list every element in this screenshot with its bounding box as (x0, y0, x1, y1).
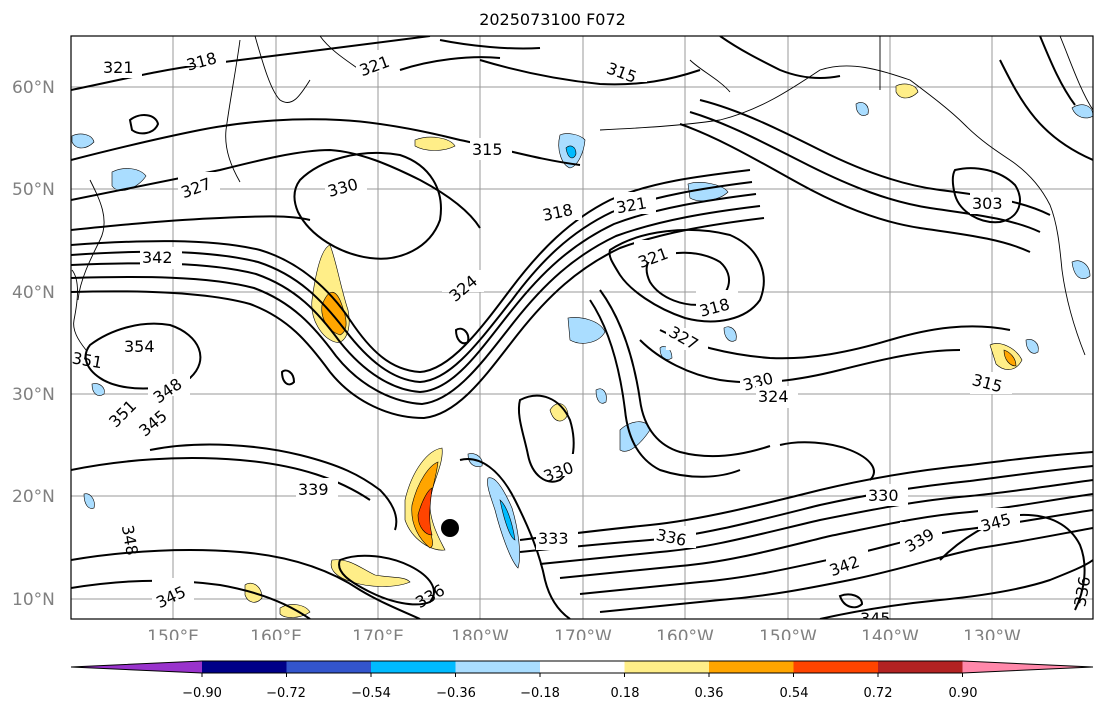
contour-label: 330 (868, 486, 899, 505)
lon-label: 130°W (963, 627, 1021, 640)
contour-label: 324 (758, 387, 789, 406)
location-marker (441, 519, 459, 537)
lat-label: 20°N (12, 487, 55, 507)
colorbar-segment (371, 661, 456, 673)
contour-label: 339 (298, 480, 329, 499)
lat-label: 60°N (12, 78, 55, 98)
latitude-labels: 60°N 50°N 40°N 30°N 20°N 10°N (12, 78, 55, 610)
lon-label: 160°E (250, 627, 302, 640)
colorbar-tick-label: 0.90 (949, 686, 978, 701)
lon-label: 170°E (352, 627, 404, 640)
colorbar-tick-label: −0.54 (351, 686, 391, 701)
contour-label: 345 (860, 609, 891, 628)
lon-label: 170°W (554, 627, 612, 640)
contour-label: 336 (1070, 575, 1094, 608)
contour-label: 315 (472, 140, 503, 159)
colorbar-segment (878, 661, 963, 673)
colorbar-tick-label: 0.18 (611, 686, 640, 701)
colorbar-tick-label: −0.90 (182, 686, 222, 701)
colorbar-outline (70, 660, 1094, 674)
contour-label: 303 (972, 194, 1003, 213)
lon-label: 160°W (656, 627, 714, 640)
colorbar-extend-high (962, 661, 1093, 673)
lat-label: 40°N (12, 283, 55, 303)
map-panel: 321 318 321 315 315 318 321 327 330 342 … (12, 35, 1094, 640)
longitude-labels: 150°E 160°E 170°E 180°W 170°W 160°W 150°… (147, 627, 1021, 640)
lon-label: 150°W (759, 627, 817, 640)
colorbar-segment (709, 661, 794, 673)
lon-label: 150°E (147, 627, 199, 640)
colorbar-segment (455, 661, 541, 673)
lat-label: 30°N (12, 385, 55, 405)
colorbar-tick-label: −0.72 (266, 686, 306, 701)
contour-label: 321 (103, 58, 134, 77)
colorbar-segment (540, 661, 625, 673)
colorbar-tick-labels: −0.90 −0.72 −0.54 −0.36 −0.18 0.18 0.36 … (182, 686, 977, 701)
colorbar-extend-low (71, 661, 202, 673)
map-frame (70, 35, 1094, 620)
lat-label: 50°N (12, 180, 55, 200)
colorbar-segment (202, 661, 287, 673)
lon-label: 180°W (451, 627, 509, 640)
colorbar-segment (793, 661, 879, 673)
colorbar-tick-label: 0.36 (695, 686, 724, 701)
contour-label: 333 (538, 529, 569, 548)
contour-label-group: 321 318 321 315 315 318 321 327 330 342 … (71, 44, 1094, 628)
colorbar-tick-label: 0.54 (780, 686, 809, 701)
lon-label: 140°W (861, 627, 919, 640)
colorbar-tick-label: −0.36 (436, 686, 476, 701)
map-title: 2025073100 F072 (479, 10, 626, 29)
colorbar-segments (70, 660, 1094, 677)
contour-label: 354 (124, 337, 155, 356)
lat-label: 10°N (12, 590, 55, 610)
colorbar-tick-label: −0.18 (520, 686, 560, 701)
graticule (71, 36, 1093, 619)
colorbar-segment (286, 661, 372, 673)
colorbar-tick-label: 0.72 (864, 686, 893, 701)
colorbar-segment (624, 661, 710, 673)
contour-label: 342 (142, 248, 173, 267)
